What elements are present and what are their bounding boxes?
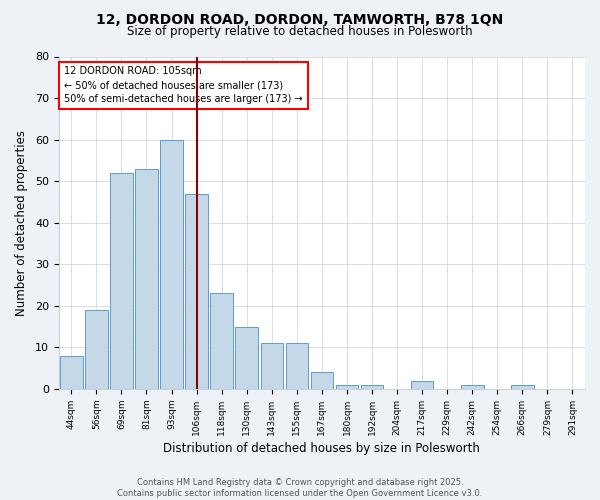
- Text: Size of property relative to detached houses in Polesworth: Size of property relative to detached ho…: [127, 25, 473, 38]
- Bar: [335, 385, 358, 389]
- Bar: [160, 140, 183, 389]
- Bar: [511, 385, 533, 389]
- Bar: [361, 385, 383, 389]
- Bar: [411, 380, 433, 389]
- Bar: [85, 310, 107, 389]
- Bar: [135, 168, 158, 389]
- Bar: [211, 294, 233, 389]
- Text: Contains HM Land Registry data © Crown copyright and database right 2025.
Contai: Contains HM Land Registry data © Crown c…: [118, 478, 482, 498]
- Bar: [461, 385, 484, 389]
- Bar: [60, 356, 83, 389]
- Y-axis label: Number of detached properties: Number of detached properties: [15, 130, 28, 316]
- Bar: [311, 372, 333, 389]
- X-axis label: Distribution of detached houses by size in Polesworth: Distribution of detached houses by size …: [163, 442, 481, 455]
- Text: 12, DORDON ROAD, DORDON, TAMWORTH, B78 1QN: 12, DORDON ROAD, DORDON, TAMWORTH, B78 1…: [97, 12, 503, 26]
- Bar: [185, 194, 208, 389]
- Bar: [235, 326, 258, 389]
- Text: 12 DORDON ROAD: 105sqm
← 50% of detached houses are smaller (173)
50% of semi-de: 12 DORDON ROAD: 105sqm ← 50% of detached…: [64, 66, 302, 104]
- Bar: [260, 343, 283, 389]
- Bar: [110, 173, 133, 389]
- Bar: [286, 343, 308, 389]
